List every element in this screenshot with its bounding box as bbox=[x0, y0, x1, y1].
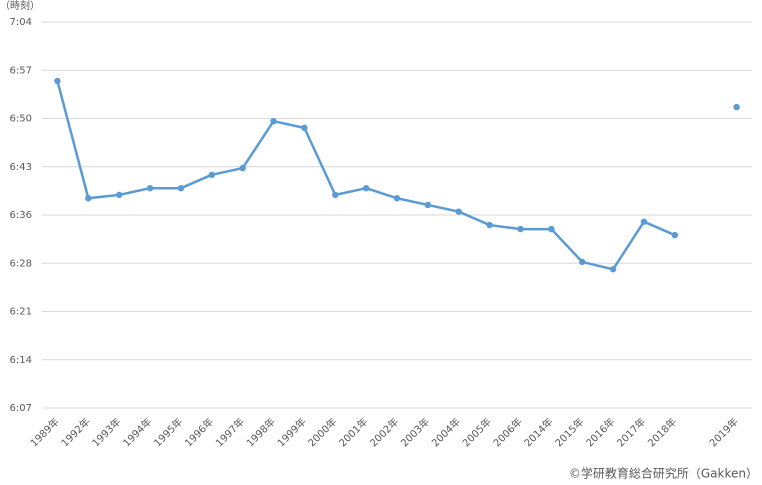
x-tick-label: 2002年 bbox=[367, 415, 401, 449]
y-tick-label: 6:28 bbox=[10, 258, 32, 269]
marker bbox=[455, 208, 462, 215]
marker bbox=[733, 103, 740, 111]
marker bbox=[362, 184, 370, 192]
x-tick-label: 2014年 bbox=[521, 415, 555, 449]
marker bbox=[579, 258, 586, 266]
marker bbox=[239, 164, 246, 172]
x-tick-label: 1999年 bbox=[274, 415, 308, 449]
y-tick-label: 6:21 bbox=[10, 307, 32, 318]
y-tick-label: 6:50 bbox=[10, 114, 32, 125]
marker bbox=[85, 195, 92, 202]
y-tick-label: 6:14 bbox=[10, 355, 32, 366]
marker bbox=[640, 218, 648, 225]
marker bbox=[332, 191, 339, 199]
x-tick-label: 2006年 bbox=[490, 415, 524, 449]
y-tick-label: 7:04 bbox=[10, 17, 32, 28]
marker bbox=[301, 124, 308, 132]
y-tick-label: 6:07 bbox=[10, 403, 32, 414]
x-tick-label: 2019年 bbox=[707, 415, 741, 449]
marker bbox=[486, 221, 493, 229]
y-tick-label: 6:36 bbox=[10, 210, 32, 221]
x-tick-label: 1989年 bbox=[27, 415, 61, 449]
x-tick-label: 1993年 bbox=[89, 415, 123, 449]
x-tick-label: 2003年 bbox=[398, 415, 432, 449]
marker bbox=[393, 195, 401, 202]
marker bbox=[517, 225, 524, 233]
x-tick-label: 1996年 bbox=[182, 415, 216, 449]
marker bbox=[270, 117, 277, 125]
x-tick-label: 2001年 bbox=[336, 415, 370, 449]
line bbox=[56, 80, 676, 271]
marker bbox=[609, 266, 617, 273]
y-tick-label: 6:43 bbox=[10, 162, 32, 173]
x-tick-label: 2015年 bbox=[552, 415, 586, 449]
x-tick-label: 2017年 bbox=[614, 415, 648, 449]
x-tick-label: 1994年 bbox=[120, 415, 154, 449]
marker bbox=[424, 201, 432, 209]
y-tick-label: 6:57 bbox=[10, 65, 32, 76]
source: ©学研教育総合研究所（Gakken） bbox=[569, 466, 758, 481]
x-tick-label: 2018年 bbox=[645, 415, 679, 449]
x-tick-label: 1998年 bbox=[244, 415, 278, 449]
marker bbox=[54, 77, 61, 85]
marker bbox=[115, 191, 123, 199]
y-axis-title: （時刻） bbox=[0, 0, 40, 12]
x-tick-label: 2005年 bbox=[460, 415, 494, 449]
x-tick-label: 2016年 bbox=[583, 415, 617, 449]
marker bbox=[548, 225, 555, 233]
x-tick-label: 1997年 bbox=[213, 415, 247, 449]
marker bbox=[146, 184, 154, 192]
x-tick-label: 1995年 bbox=[151, 415, 185, 449]
marker bbox=[177, 184, 185, 192]
x-tick-label: 1992年 bbox=[58, 415, 92, 449]
marker bbox=[671, 231, 679, 239]
x-tick-label: 2004年 bbox=[429, 415, 463, 449]
x-tick-label: 2000年 bbox=[305, 415, 339, 449]
marker bbox=[208, 171, 215, 178]
